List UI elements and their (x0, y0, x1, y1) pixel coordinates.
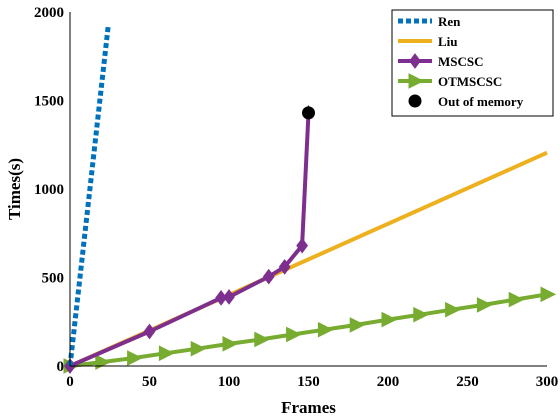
legend-item-out-of-memory: Out of memory (408, 94, 524, 109)
otmscsc-point (158, 345, 175, 362)
series-otmscsc (63, 286, 557, 374)
mscsc-point (223, 289, 235, 305)
legend-label: MSCSC (438, 54, 484, 69)
mscsc-point (262, 268, 275, 285)
x-tick-label: 50 (142, 374, 157, 390)
legend-item-otmscsc: OTMSCSC (398, 73, 502, 89)
otmscsc-point (286, 326, 302, 343)
otmscsc-point (127, 350, 143, 366)
legend-label: Liu (438, 34, 458, 49)
y-tick-label: 1500 (34, 94, 64, 110)
mscsc-line (69, 112, 311, 368)
x-tick-label: 200 (377, 374, 400, 390)
y-axis-title: Times(s) (5, 158, 24, 220)
x-tick-label: 300 (536, 374, 559, 390)
otmscsc-point (254, 331, 270, 348)
x-ticks: 0 50 100 150 200 250 300 (66, 374, 558, 390)
legend-item-ren: Ren (398, 14, 461, 29)
mscsc-point (296, 237, 309, 254)
otmscsc-point (381, 311, 398, 328)
legend-label: Out of memory (438, 94, 524, 109)
otmscsc-point (508, 291, 525, 308)
y-tick-label: 0 (57, 359, 65, 375)
x-tick-label: 0 (66, 374, 74, 390)
otmscsc-point (95, 354, 111, 370)
legend-items: Ren Liu MSCSC OTMSCSC Out of memory (398, 14, 524, 109)
ren-line (67, 25, 111, 367)
otmscsc-point (317, 321, 334, 338)
out-of-memory-point (302, 106, 315, 120)
otmscsc-point (413, 306, 429, 323)
legend-item-liu: Liu (398, 34, 458, 49)
y-tick-label: 2000 (34, 5, 64, 21)
legend-marker-mscsc (409, 53, 421, 69)
otmscsc-point (349, 317, 366, 333)
series-out-of-memory (302, 106, 315, 120)
legend-label: OTMSCSC (438, 74, 502, 89)
otmscsc-point (222, 336, 239, 352)
legend: Ren Liu MSCSC OTMSCSC Out of memory (391, 9, 554, 117)
x-tick-label: 150 (297, 374, 320, 390)
otmscsc-point (190, 340, 207, 357)
y-tick-label: 1000 (34, 182, 64, 198)
legend-label: Ren (438, 14, 461, 29)
series-ren (67, 25, 111, 367)
y-tick-label: 500 (42, 271, 65, 287)
legend-marker-otmscsc (408, 73, 425, 89)
mscsc-point (278, 259, 291, 275)
series-mscsc (64, 105, 315, 374)
legend-marker-out-of-memory (408, 94, 422, 108)
axes (69, 12, 547, 367)
x-tick-label: 100 (218, 374, 241, 390)
x-axis-title: Frames (281, 398, 336, 417)
otmscsc-line (69, 292, 548, 368)
y-ticks: 0 500 1000 1500 2000 (34, 5, 64, 375)
otmscsc-point (476, 297, 493, 313)
plot-area (63, 25, 557, 374)
otmscsc-point (445, 301, 461, 318)
otmscsc-point (540, 286, 557, 303)
mscsc-point (143, 323, 156, 340)
legend-item-mscsc: MSCSC (398, 53, 484, 69)
x-tick-label: 250 (456, 374, 479, 390)
